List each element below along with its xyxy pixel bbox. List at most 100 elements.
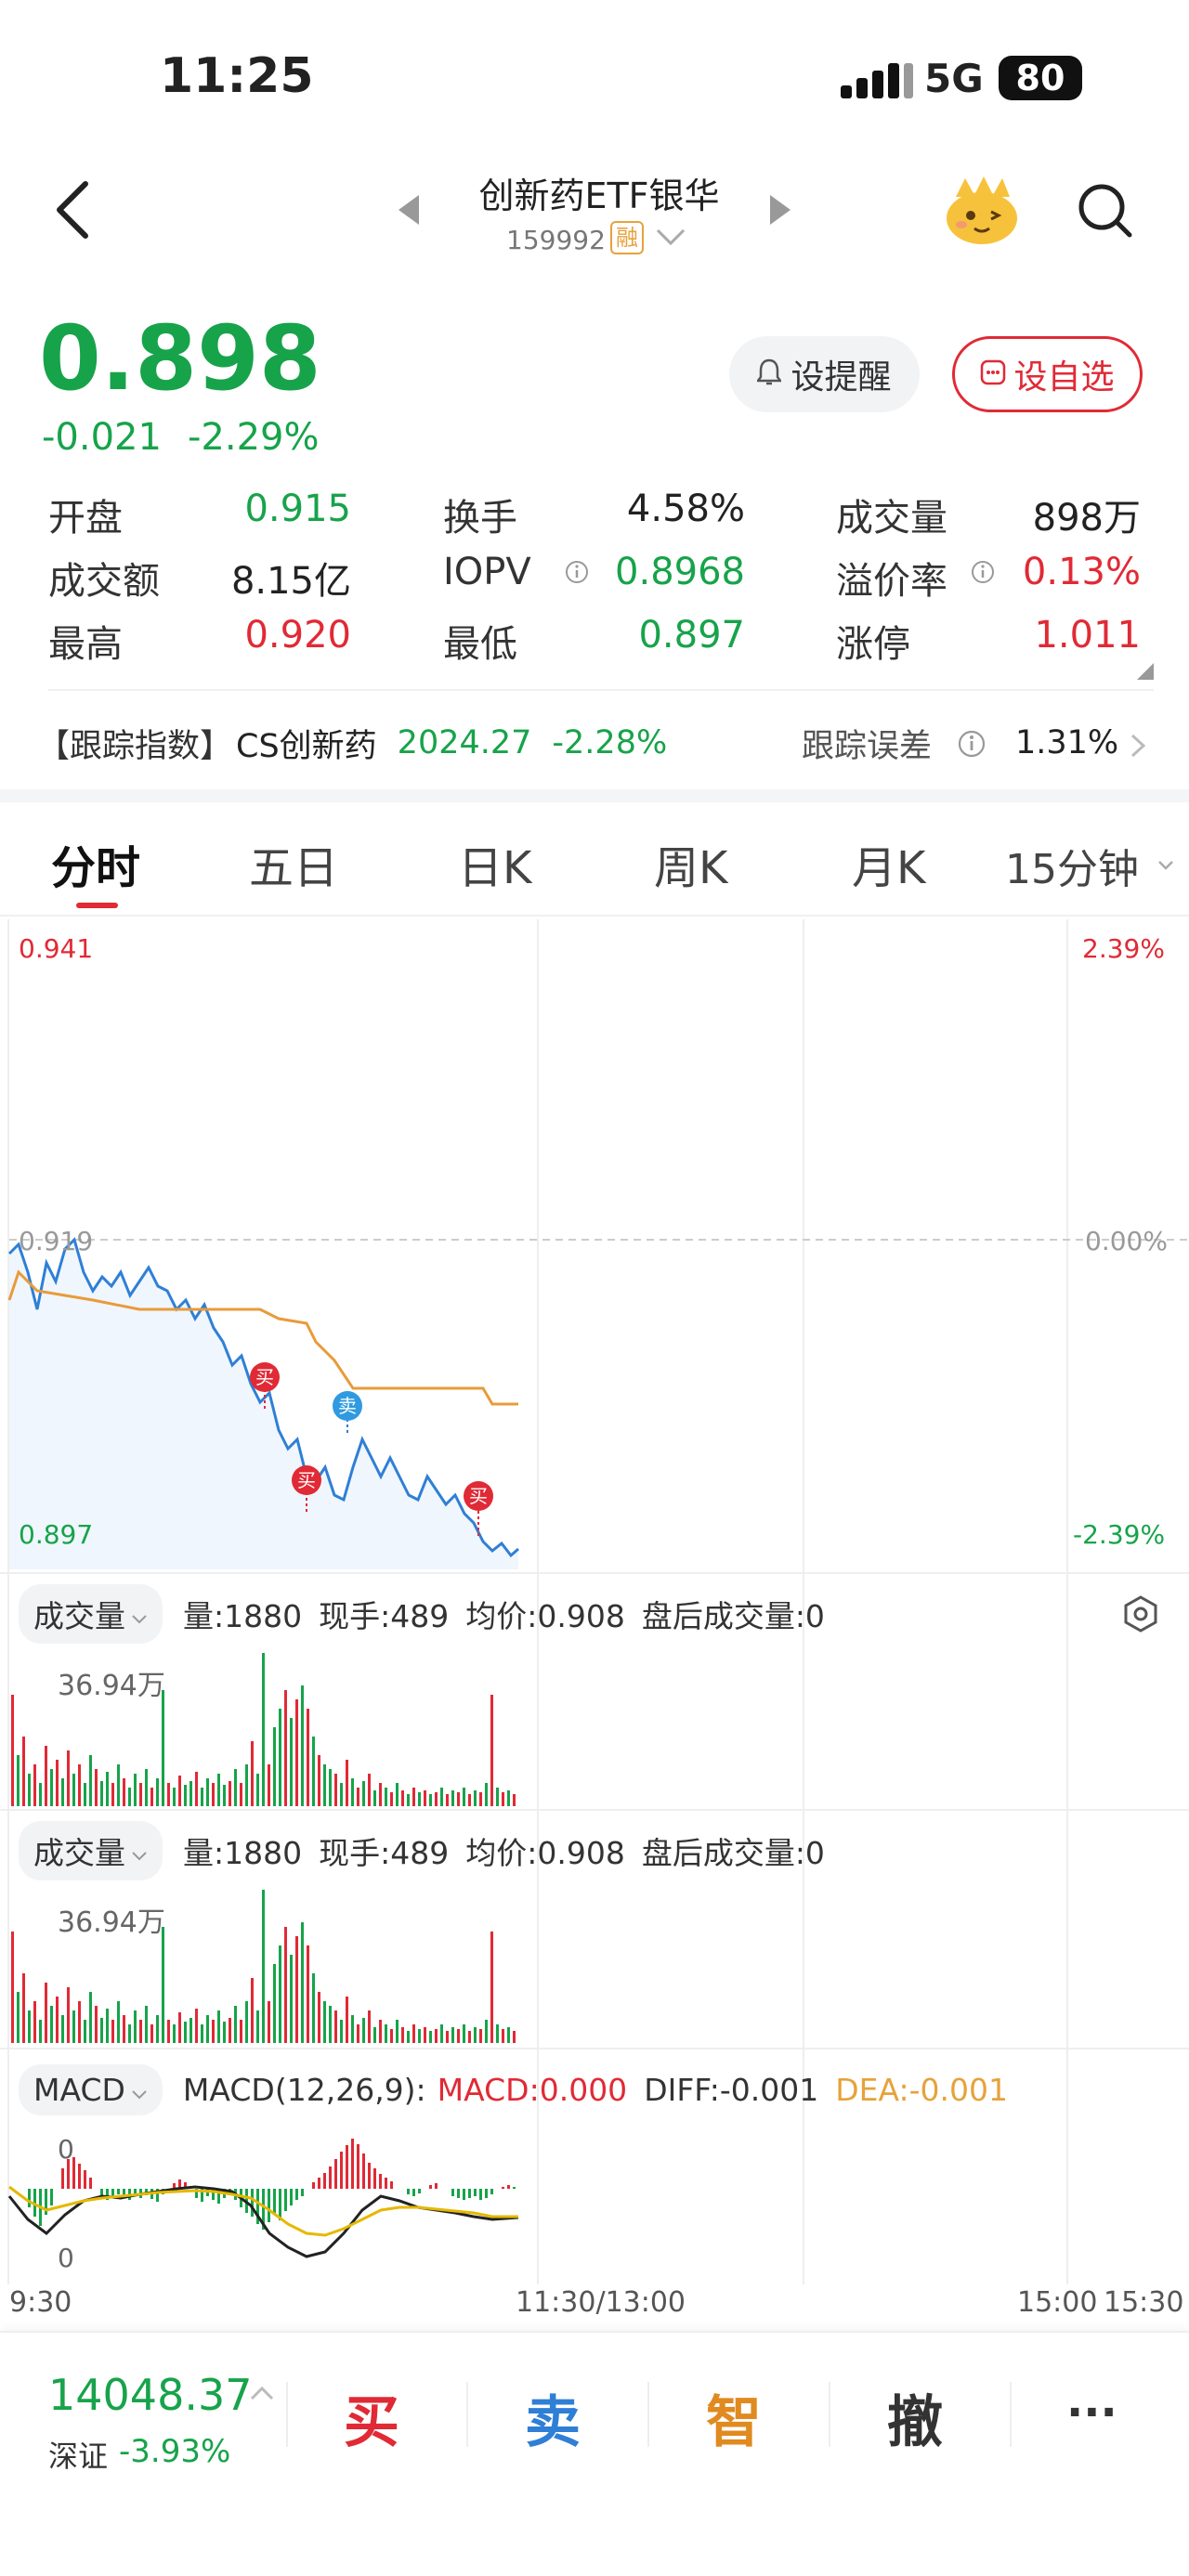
indicator-selector[interactable]: 成交量	[19, 1584, 163, 1644]
stat-value-limit-up: 1.011	[1034, 614, 1141, 657]
buy-marker[interactable]: 买	[250, 1362, 280, 1392]
current-price: 0.898	[39, 306, 321, 410]
tab-intraday[interactable]: 分时	[51, 842, 141, 894]
stat-label-turnover: 换手	[443, 497, 517, 540]
bottom-bar	[0, 2331, 1189, 2576]
chevron-down-icon	[131, 1596, 148, 1633]
margin-badge: 融	[610, 221, 644, 254]
chevron-up-icon[interactable]	[249, 2385, 275, 2405]
network-label: 5G	[924, 56, 984, 101]
add-watchlist-label: 设自选	[1013, 358, 1115, 397]
tracking-index-row[interactable]: 【跟踪指数】 CS创新药 2024.27 -2.28% 跟踪误差 1.31%	[37, 720, 1152, 766]
time-axis-end: 15:30	[1104, 2286, 1184, 2319]
chevron-right-icon	[1129, 731, 1147, 768]
sell-button[interactable]: 卖	[525, 2390, 581, 2455]
tab-weekly-k[interactable]: 周K	[654, 842, 728, 894]
buy-button[interactable]: 买	[344, 2390, 399, 2455]
stock-name: 创新药ETF银华	[478, 176, 720, 216]
indicator-selector[interactable]: 成交量	[19, 1821, 163, 1880]
grid-line	[537, 919, 539, 2284]
buy-marker[interactable]: 买	[464, 1481, 493, 1511]
avg-price-line	[7, 1269, 518, 1406]
cancel-order-button[interactable]: 撤	[887, 2390, 943, 2455]
y-axis-bottom-pct: -2.39%	[1073, 1519, 1166, 1550]
watchlist-icon	[980, 356, 1006, 394]
status-bar: 11:25 5G 80	[0, 0, 1189, 158]
stat-value-turnover: 4.58%	[626, 488, 745, 530]
stat-label-limit-up: 涨停	[836, 623, 910, 666]
buy-marker[interactable]: 买	[292, 1465, 321, 1495]
macd-zero-label: 0	[58, 2134, 74, 2165]
tab-daily-k[interactable]: 日K	[458, 842, 532, 894]
volume-info: 盘后成交量:0	[641, 1598, 825, 1634]
battery-icon: 80	[999, 56, 1082, 100]
add-watchlist-button[interactable]: 设自选	[952, 336, 1143, 412]
stat-label-volume: 成交量	[836, 497, 947, 540]
macd-params: MACD(12,26,9):	[182, 2071, 426, 2108]
expand-corner-icon[interactable]	[1137, 663, 1154, 680]
time-axis-mid: 11:30/13:00	[516, 2286, 686, 2319]
prev-stock-icon[interactable]	[395, 193, 423, 227]
chevron-down-icon[interactable]	[1156, 858, 1175, 876]
macd-chart	[7, 2139, 519, 2258]
tracking-label: 【跟踪指数】	[37, 727, 233, 765]
stat-label-iopv: IOPV	[443, 551, 531, 593]
stat-value-premium: 0.13%	[1022, 551, 1141, 593]
stat-label-premium: 溢价率	[836, 560, 947, 603]
tracking-index-pct: -2.28%	[552, 724, 668, 761]
chevron-down-icon[interactable]	[654, 227, 687, 249]
volume-info: 现手:489	[319, 1835, 450, 1871]
y-axis-mid-pct: 0.00%	[1085, 1226, 1168, 1256]
indicator-selector-label: 成交量	[33, 1835, 125, 1871]
smart-button[interactable]: 智	[706, 2390, 762, 2455]
volume-header: 成交量 量:1880 现手:489 均价:0.908 盘后成交量:0	[0, 1572, 1189, 1654]
tracking-index-value: 2024.27	[397, 724, 532, 761]
stat-value-iopv: 0.8968	[615, 551, 745, 593]
macd-value: MACD:0.000	[437, 2071, 628, 2108]
price-change: -0.021	[42, 416, 162, 459]
volume-info: 均价:0.908	[465, 1598, 625, 1634]
volume-info: 盘后成交量:0	[641, 1835, 825, 1871]
y-axis-mid-price: 0.919	[19, 1226, 94, 1256]
clock: 11:25	[160, 48, 314, 104]
market-index-name: 深证	[48, 2439, 109, 2474]
info-icon[interactable]	[957, 729, 986, 767]
more-button[interactable]: ···	[1066, 2387, 1117, 2439]
stat-label-open: 开盘	[48, 497, 123, 540]
mascot-icon[interactable]	[943, 176, 1022, 246]
tab-five-day[interactable]: 五日	[249, 842, 339, 894]
set-reminder-button[interactable]: 设提醒	[729, 336, 920, 412]
volume-info: 量:1880	[183, 1835, 303, 1871]
settings-icon[interactable]	[1121, 1594, 1160, 1641]
info-icon[interactable]	[565, 560, 589, 584]
stock-code: 159992	[506, 225, 606, 255]
section-gap	[0, 789, 1189, 802]
macd-header: MACD MACD(12,26,9): MACD:0.000 DIFF:-0.0…	[0, 2048, 1189, 2129]
volume-bars-2	[11, 1890, 516, 2043]
tab-monthly-k[interactable]: 月K	[852, 842, 926, 894]
stat-value-open: 0.915	[244, 488, 351, 530]
search-icon[interactable]	[1076, 181, 1135, 241]
tracking-error-value: 1.31%	[1015, 724, 1119, 761]
info-icon[interactable]	[971, 560, 995, 584]
volume-header-2: 成交量 量:1880 现手:489 均价:0.908 盘后成交量:0	[0, 1809, 1189, 1891]
volume-info: 均价:0.908	[465, 1835, 625, 1871]
sell-marker[interactable]: 卖	[333, 1391, 362, 1421]
market-index-pct: -3.93%	[119, 2433, 231, 2470]
stat-value-high: 0.920	[244, 614, 351, 657]
tab-15min[interactable]: 15分钟	[1005, 846, 1139, 893]
stat-label-low: 最低	[443, 623, 517, 666]
tracking-error-label: 跟踪误差	[802, 727, 933, 765]
stat-value-volume: 898万	[1032, 497, 1141, 540]
volume-info: 量:1880	[183, 1598, 303, 1634]
volume-bar-group	[11, 1653, 516, 1806]
price-chart[interactable]	[0, 919, 1189, 1569]
time-axis-close: 15:00	[1017, 2286, 1098, 2319]
next-stock-icon[interactable]	[766, 193, 794, 227]
time-axis-start: 9:30	[9, 2286, 72, 2319]
price-area	[9, 1240, 518, 1569]
back-icon[interactable]	[46, 176, 102, 241]
divider	[286, 2382, 288, 2447]
indicator-selector[interactable]: MACD	[19, 2063, 163, 2115]
volume-info: 现手:489	[319, 1598, 450, 1634]
